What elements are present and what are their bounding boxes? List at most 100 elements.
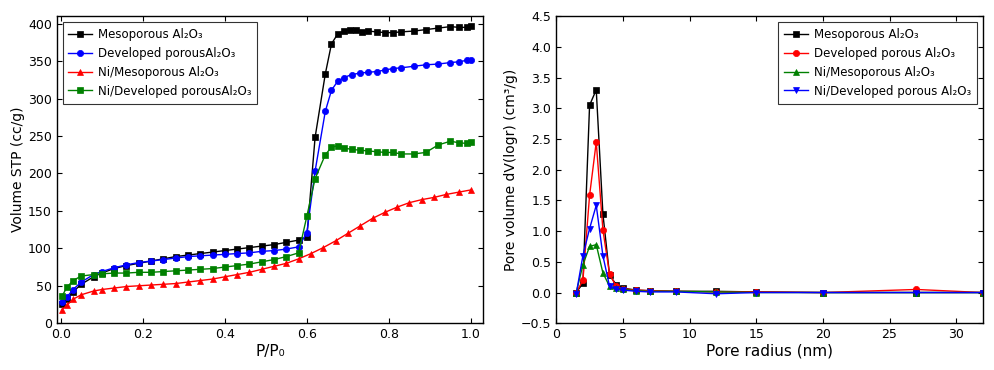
Developed porousAl₂O₃	[255, 249, 267, 253]
Developed porousAl₂O₃	[61, 295, 73, 299]
Ni/Mesoporous Al₂O₃	[670, 289, 682, 293]
Ni/Developed porousAl₂O₃	[145, 270, 157, 275]
Developed porous Al₂O₃	[977, 290, 989, 295]
Developed porousAl₂O₃	[95, 269, 107, 274]
Developed porousAl₂O₃	[363, 70, 375, 74]
Line: Ni/Mesoporous Al₂O₃: Ni/Mesoporous Al₂O₃	[59, 187, 474, 313]
Ni/Mesoporous Al₂O₃	[590, 242, 602, 247]
Ni/Mesoporous Al₂O₃	[268, 264, 280, 269]
Ni/Mesoporous Al₂O₃	[630, 289, 642, 293]
Mesoporous Al₂O₃	[350, 28, 362, 33]
Developed porous Al₂O₃	[617, 287, 629, 291]
Developed porousAl₂O₃	[387, 66, 399, 71]
Mesoporous Al₂O₃	[387, 30, 399, 35]
Ni/Mesoporous Al₂O₃	[452, 190, 464, 194]
Ni/Developed porousAl₂O₃	[332, 144, 344, 148]
Ni/Mesoporous Al₂O₃	[292, 257, 304, 261]
Ni/Developed porousAl₂O₃	[346, 147, 358, 152]
Mesoporous Al₂O₃	[301, 235, 313, 239]
Ni/Developed porous Al₂O₃	[583, 226, 595, 231]
Line: Mesoporous Al₂O₃: Mesoporous Al₂O₃	[574, 87, 986, 296]
Ni/Developed porousAl₂O₃	[120, 271, 132, 275]
Ni/Developed porous Al₂O₃	[603, 284, 615, 289]
Ni/Mesoporous Al₂O₃	[145, 283, 157, 287]
Mesoporous Al₂O₃	[145, 259, 157, 263]
Developed porousAl₂O₃	[408, 64, 419, 68]
Ni/Developed porousAl₂O₃	[194, 267, 206, 272]
Line: Developed porous Al₂O₃: Developed porous Al₂O₃	[574, 139, 986, 296]
Ni/Developed porous Al₂O₃	[590, 203, 602, 208]
Ni/Developed porousAl₂O₃	[371, 149, 383, 154]
Ni/Developed porousAl₂O₃	[207, 266, 219, 271]
Ni/Mesoporous Al₂O₃	[583, 244, 595, 249]
Ni/Developed porousAl₂O₃	[325, 145, 337, 149]
Mesoporous Al₂O₃	[344, 27, 356, 32]
Mesoporous Al₂O₃	[76, 282, 87, 286]
Mesoporous Al₂O₃	[465, 24, 477, 28]
Developed porousAl₂O₃	[432, 62, 444, 66]
Mesoporous Al₂O₃	[61, 297, 73, 302]
Ni/Developed porous Al₂O₃	[750, 290, 762, 295]
Developed porousAl₂O₃	[379, 68, 391, 72]
Ni/Mesoporous Al₂O₃	[571, 290, 582, 295]
Developed porous Al₂O₃	[643, 289, 655, 293]
Ni/Mesoporous Al₂O₃	[428, 195, 440, 200]
Mesoporous Al₂O₃	[711, 289, 723, 293]
Ni/Mesoporous Al₂O₃	[404, 201, 415, 205]
Ni/Developed porousAl₂O₃	[95, 272, 107, 276]
Developed porousAl₂O₃	[207, 253, 219, 257]
Developed porousAl₂O₃	[332, 79, 344, 84]
Mesoporous Al₂O₃	[309, 135, 321, 140]
Ni/Mesoporous Al₂O₃	[911, 290, 922, 295]
Ni/Developed porousAl₂O₃	[319, 152, 331, 157]
Ni/Mesoporous Al₂O₃	[61, 303, 73, 307]
Mesoporous Al₂O₃	[182, 253, 194, 257]
Mesoporous Al₂O₃	[577, 281, 588, 286]
Mesoporous Al₂O₃	[610, 282, 622, 287]
Mesoporous Al₂O₃	[255, 244, 267, 248]
Y-axis label: Volume STP (cc/g): Volume STP (cc/g)	[11, 107, 25, 232]
Ni/Developed porous Al₂O₃	[610, 287, 622, 292]
Developed porous Al₂O₃	[583, 193, 595, 198]
Ni/Developed porousAl₂O₃	[182, 268, 194, 272]
Ni/Developed porousAl₂O₃	[133, 270, 145, 275]
Mesoporous Al₂O₃	[120, 263, 132, 268]
Developed porousAl₂O₃	[76, 280, 87, 284]
Ni/Developed porousAl₂O₃	[76, 274, 87, 278]
Ni/Mesoporous Al₂O₃	[87, 289, 99, 293]
Ni/Mesoporous Al₂O₃	[330, 239, 342, 243]
Ni/Developed porousAl₂O₃	[432, 143, 444, 147]
Developed porousAl₂O₃	[157, 258, 169, 262]
Ni/Mesoporous Al₂O₃	[56, 307, 68, 312]
Mesoporous Al₂O₃	[244, 245, 255, 250]
Developed porousAl₂O₃	[280, 247, 292, 251]
Line: Ni/Developed porous Al₂O₃: Ni/Developed porous Al₂O₃	[574, 202, 986, 297]
Mesoporous Al₂O₃	[977, 290, 989, 295]
Mesoporous Al₂O₃	[87, 275, 99, 279]
Developed porousAl₂O₃	[219, 252, 231, 256]
Ni/Developed porous Al₂O₃	[817, 290, 829, 295]
Ni/Mesoporous Al₂O₃	[817, 290, 829, 295]
Mesoporous Al₂O₃	[630, 288, 642, 292]
Ni/Mesoporous Al₂O₃	[617, 287, 629, 292]
Mesoporous Al₂O₃	[325, 41, 337, 46]
Mesoporous Al₂O₃	[379, 30, 391, 35]
Ni/Developed porousAl₂O₃	[268, 258, 280, 262]
Ni/Mesoporous Al₂O₃	[194, 278, 206, 283]
Developed porous Al₂O₃	[750, 290, 762, 294]
Developed porous Al₂O₃	[590, 140, 602, 144]
Ni/Mesoporous Al₂O₃	[750, 290, 762, 295]
Ni/Developed porous Al₂O₃	[597, 253, 609, 258]
Ni/Developed porousAl₂O₃	[396, 152, 408, 156]
Mesoporous Al₂O₃	[363, 29, 375, 33]
Developed porousAl₂O₃	[194, 253, 206, 258]
Mesoporous Al₂O₃	[338, 29, 350, 33]
Ni/Mesoporous Al₂O₃	[977, 290, 989, 295]
X-axis label: Pore radius (nm): Pore radius (nm)	[706, 344, 833, 359]
Developed porousAl₂O₃	[444, 60, 456, 65]
Ni/Mesoporous Al₂O₃	[610, 286, 622, 290]
Ni/Mesoporous Al₂O₃	[244, 270, 255, 275]
Ni/Developed porous Al₂O₃	[617, 288, 629, 292]
Ni/Developed porous Al₂O₃	[977, 290, 989, 295]
Developed porousAl₂O₃	[292, 245, 304, 249]
